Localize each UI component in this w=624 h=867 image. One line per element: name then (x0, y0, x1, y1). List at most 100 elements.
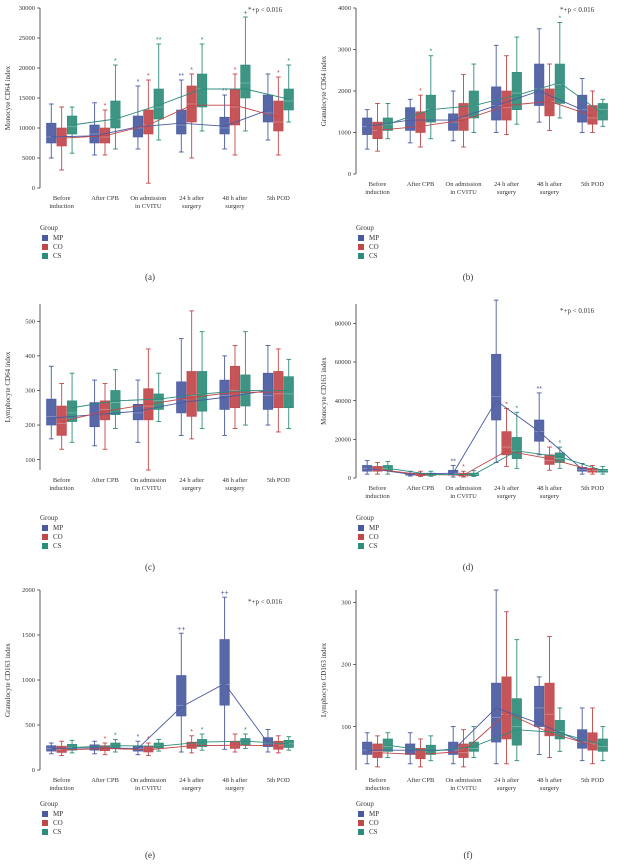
x-tick-line: On admission (446, 777, 483, 784)
mean-line-co (377, 450, 593, 476)
mean-line-co (377, 712, 593, 755)
y-tick-label: 80000 (335, 321, 351, 328)
box-cs (554, 720, 565, 740)
x-tick-label: After CPB (91, 777, 119, 784)
x-tick-line: in CVITU (135, 485, 162, 492)
x-tick-label: On admission in CVITU (446, 777, 483, 792)
x-tick-line: On admission (446, 485, 483, 492)
significance-marker: * (462, 464, 465, 471)
significance-marker: * (429, 49, 432, 56)
legend-title: Group (356, 514, 374, 522)
legend-swatch-co (42, 534, 48, 540)
mean-line-mp (367, 400, 583, 475)
x-tick-label: 5th POD (267, 195, 290, 202)
box-co (587, 105, 598, 125)
box-cs (153, 88, 164, 120)
y-tick-label: 1500 (22, 632, 35, 639)
box-co (415, 111, 426, 133)
x-tick-label: 24 h after surgery (494, 181, 520, 196)
box-co (458, 743, 469, 758)
significance-marker: ** (222, 88, 228, 95)
mean-line-co (61, 744, 279, 751)
y-axis-label: Lymphocyte CD163 index (320, 642, 328, 717)
x-tick-line: After CPB (91, 195, 119, 202)
significance-note: *+p < 0.016 (248, 598, 283, 606)
x-tick-label: 24 h after surgery (494, 777, 520, 792)
box-mp (534, 685, 545, 727)
panel-label: (b) (463, 272, 474, 282)
x-tick-line: On admission (130, 777, 167, 784)
y-tick-label: 15000 (19, 95, 35, 102)
significance-marker: * (137, 734, 140, 741)
legend-swatch-co (358, 534, 364, 540)
chart-panel-a: 0 5000 10000 15000 20000 25000 30000 Monocyte C… (4, 5, 294, 282)
legend-swatch-cs (358, 829, 364, 835)
significance-marker: * (201, 37, 204, 44)
x-tick-line: 48 h after (223, 195, 249, 202)
y-tick-label: 100 (25, 457, 35, 464)
x-tick-label: Before induction (365, 181, 390, 196)
box-mp (176, 109, 187, 135)
x-tick-line: induction (365, 189, 390, 196)
significance-note: *+p < 0.016 (560, 6, 595, 14)
legend-title: Group (40, 800, 58, 808)
legend-label-co: CO (369, 243, 379, 251)
chart-panel-e: 0 500 1000 1500 2000 Granulocyte CD163 index B… (4, 587, 294, 860)
x-tick-line: surgery (540, 189, 560, 196)
y-tick-label: 2000 (22, 587, 35, 594)
box-mp (491, 353, 502, 421)
legend-swatch-mp (358, 811, 364, 817)
x-tick-line: 48 h after (223, 777, 249, 784)
mean-line-cs (387, 450, 603, 475)
significance-marker: * (515, 405, 518, 412)
x-tick-label: On admission in CVITU (446, 485, 483, 500)
box-mp (46, 122, 57, 144)
mean-line-mp (51, 109, 269, 138)
x-tick-line: surgery (182, 203, 202, 210)
box-cs (197, 739, 208, 747)
x-tick-label: 48 h after surgery (223, 477, 249, 492)
box-mp (405, 107, 416, 131)
box-cs (511, 437, 522, 459)
x-tick-line: surgery (182, 485, 202, 492)
y-tick-label: 0 (348, 475, 351, 482)
legend-swatch-co (42, 820, 48, 826)
y-tick-label: 0 (32, 767, 35, 774)
x-tick-label: 24 h after surgery (179, 777, 205, 792)
chart-panel-f: 100 200 300 Lymphocyte CD163 index Before ind… (320, 589, 608, 860)
legend-swatch-cs (358, 253, 364, 259)
x-tick-line: On admission (130, 477, 167, 484)
significance-marker: * (190, 67, 193, 74)
box-mp (577, 94, 588, 123)
x-tick-label: 48 h after surgery (537, 485, 563, 500)
box-mp (89, 744, 100, 751)
x-tick-line: 48 h after (537, 181, 563, 188)
legend-swatch-cs (358, 543, 364, 549)
box-mp (491, 86, 502, 121)
legend-label-mp: MP (53, 524, 63, 532)
legend-label-mp: MP (53, 810, 63, 818)
significance-note: *+p < 0.016 (560, 307, 595, 315)
y-axis-label: Granulocyte CD163 index (4, 643, 12, 717)
x-tick-line: 5th POD (581, 181, 604, 188)
legend-label-co: CO (53, 243, 63, 251)
x-tick-line: in CVITU (450, 189, 477, 196)
x-tick-line: 5th POD (267, 477, 290, 484)
box-co (56, 745, 67, 753)
x-tick-label: After CPB (91, 195, 119, 202)
box-mp (176, 381, 187, 414)
chart-panel-d: 0 20000 40000 60000 80000 Monocyte CD163 inde… (320, 299, 608, 572)
box-mp (176, 675, 187, 717)
legend-label-cs: CS (369, 542, 378, 550)
significance-marker: ++ (177, 626, 185, 633)
y-tick-label: 100 (341, 724, 351, 731)
legend-label-cs: CS (53, 252, 62, 260)
y-tick-label: 400 (25, 353, 35, 360)
legend-title: Group (356, 224, 374, 232)
x-tick-line: in CVITU (450, 785, 477, 792)
legend-swatch-cs (42, 543, 48, 549)
x-tick-label: 5th POD (581, 777, 604, 784)
x-tick-line: in CVITU (450, 493, 477, 500)
mean-line-co (61, 391, 279, 423)
box-cs (554, 452, 565, 463)
